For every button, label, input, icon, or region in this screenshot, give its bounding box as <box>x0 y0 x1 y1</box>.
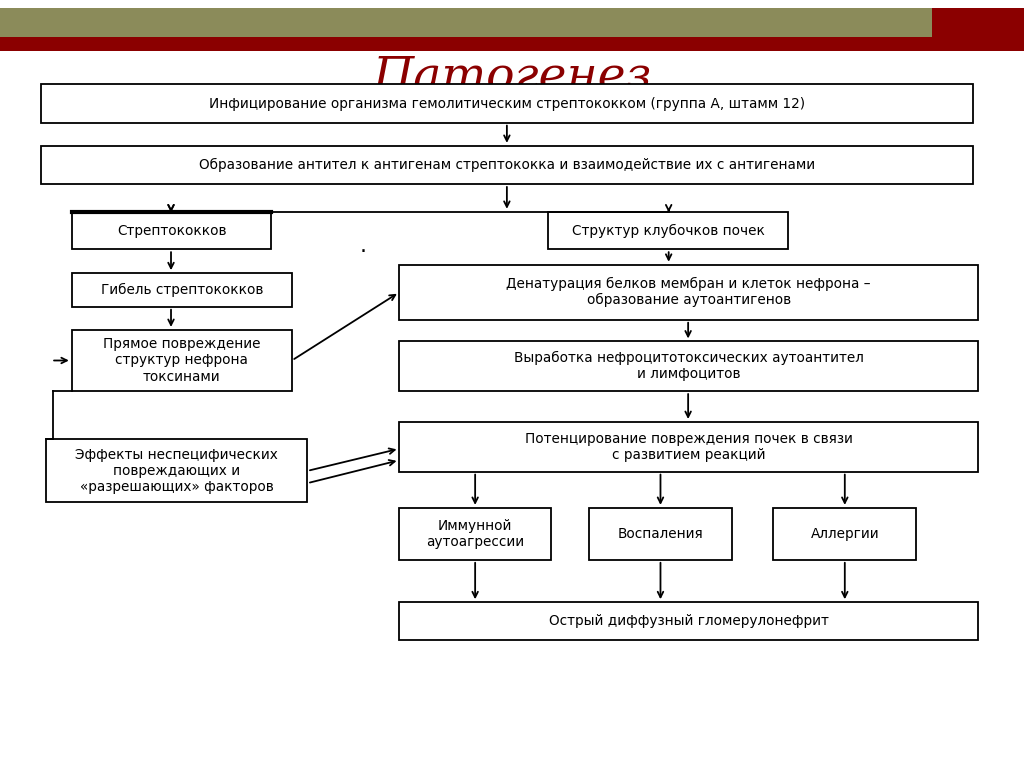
FancyBboxPatch shape <box>399 508 551 560</box>
Text: Денатурация белков мембран и клеток нефрона –
образование аутоантигенов: Денатурация белков мембран и клеток нефр… <box>507 277 870 308</box>
Bar <box>932 8 1024 37</box>
Bar <box>0 37 932 51</box>
Text: Выработка нефроцитотоксических аутоантител
и лимфоцитов: Выработка нефроцитотоксических аутоантит… <box>514 351 863 381</box>
FancyBboxPatch shape <box>72 212 271 249</box>
Text: Аллергии: Аллергии <box>810 527 880 541</box>
Text: Острый диффузный гломерулонефрит: Острый диффузный гломерулонефрит <box>549 614 828 628</box>
FancyBboxPatch shape <box>399 341 978 391</box>
Bar <box>0 8 932 37</box>
Text: Прямое повреждение
структур нефрона
токсинами: Прямое повреждение структур нефрона токс… <box>103 337 260 384</box>
FancyBboxPatch shape <box>72 273 292 307</box>
FancyBboxPatch shape <box>589 508 732 560</box>
FancyBboxPatch shape <box>548 212 788 249</box>
Text: Гибель стрептококков: Гибель стрептококков <box>100 283 263 297</box>
FancyBboxPatch shape <box>46 439 307 502</box>
FancyBboxPatch shape <box>399 422 978 472</box>
Text: Структур клубочков почек: Структур клубочков почек <box>571 224 765 238</box>
FancyBboxPatch shape <box>773 508 916 560</box>
Text: Воспаления: Воспаления <box>617 527 703 541</box>
Text: Образование антител к антигенам стрептококка и взаимодействие их с антигенами: Образование антител к антигенам стрепток… <box>199 158 815 172</box>
FancyBboxPatch shape <box>41 84 973 123</box>
Text: Стрептококков: Стрептококков <box>117 224 226 238</box>
Text: Патогенез: Патогенез <box>373 54 651 100</box>
Bar <box>932 37 1024 51</box>
Text: ·: · <box>360 242 367 262</box>
Text: Инфицирование организма гемолитическим стрептококком (группа А, штамм 12): Инфицирование организма гемолитическим с… <box>209 97 805 110</box>
FancyBboxPatch shape <box>399 265 978 320</box>
Text: Потенцирование повреждения почек в связи
с развитием реакций: Потенцирование повреждения почек в связи… <box>524 432 853 462</box>
Text: Иммунной
аутоагрессии: Иммунной аутоагрессии <box>426 518 524 549</box>
FancyBboxPatch shape <box>399 602 978 640</box>
FancyBboxPatch shape <box>41 146 973 184</box>
FancyBboxPatch shape <box>72 330 292 391</box>
Text: Эффекты неспецифических
повреждающих и
«разрешающих» факторов: Эффекты неспецифических повреждающих и «… <box>75 448 279 494</box>
